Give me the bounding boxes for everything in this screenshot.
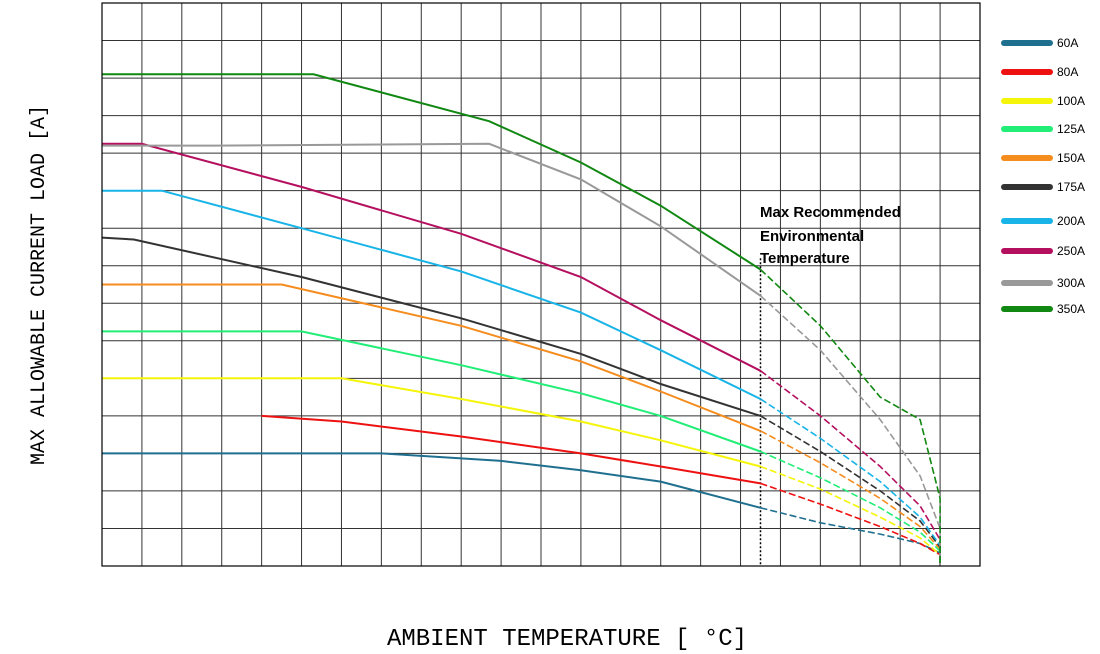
series-line-60A xyxy=(102,452,761,509)
series-line-300A xyxy=(102,142,762,297)
series-line-dashed-125A xyxy=(760,450,941,566)
series-line-dashed-250A xyxy=(760,370,941,566)
legend-label-300A: 300A xyxy=(1057,276,1085,290)
legend-label-200A: 200A xyxy=(1057,214,1085,228)
series-line-80A xyxy=(261,414,761,485)
legend: 60A 80A 100A 125A 150A 175A 200A 250A 300A 350A xyxy=(1001,36,1085,316)
legend-label-150A: 150A xyxy=(1057,151,1085,165)
series-line-250A xyxy=(102,142,761,372)
series-line-175A xyxy=(101,236,761,417)
legend-label-60A: 60A xyxy=(1057,36,1078,50)
legend-label-80A: 80A xyxy=(1057,65,1078,79)
chart-grid xyxy=(102,3,980,566)
chart-series xyxy=(101,73,941,566)
series-line-dashed-60A xyxy=(760,507,941,566)
series-line-dashed-175A xyxy=(760,415,941,566)
series-line-100A xyxy=(102,377,761,468)
annotation-line-1: Max Recommended xyxy=(760,204,901,221)
series-line-dashed-350A xyxy=(759,268,941,566)
series-line-200A xyxy=(102,189,761,400)
legend-label-100A: 100A xyxy=(1057,94,1085,108)
annotation-line-3: Temperature xyxy=(760,250,850,267)
annotation-line-2: Environmental xyxy=(760,228,864,245)
y-axis-title: MAX ALLOWABLE CURRENT LOAD [A] xyxy=(28,105,51,465)
legend-label-125A: 125A xyxy=(1057,122,1085,136)
x-axis-title: AMBIENT TEMPERATURE [ °C] xyxy=(387,626,747,653)
series-line-125A xyxy=(102,330,761,453)
legend-label-175A: 175A xyxy=(1057,180,1085,194)
plot-frame xyxy=(101,2,981,567)
series-line-dashed-80A xyxy=(760,482,941,566)
series-line-dashed-150A xyxy=(760,430,941,566)
legend-label-250A: 250A xyxy=(1057,244,1085,258)
series-line-350A xyxy=(102,73,762,271)
series-line-150A xyxy=(102,283,761,432)
series-line-dashed-300A xyxy=(759,295,941,566)
legend-label-350A: 350A xyxy=(1057,302,1085,316)
